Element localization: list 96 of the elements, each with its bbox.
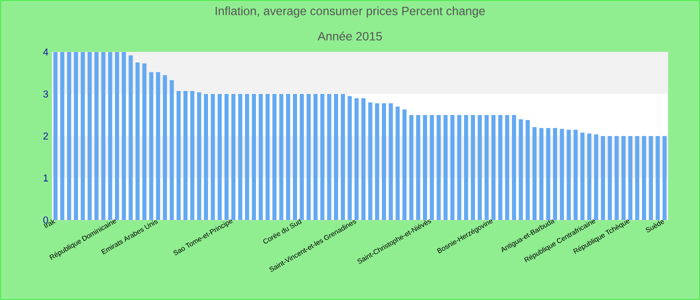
bar	[279, 94, 284, 220]
bar	[231, 94, 236, 220]
bar	[142, 63, 146, 220]
bar	[94, 52, 99, 220]
bar	[546, 128, 550, 220]
bar	[470, 115, 475, 220]
bar	[628, 136, 632, 220]
bar	[560, 128, 564, 220]
bar	[635, 136, 640, 220]
bar	[450, 115, 454, 220]
bar	[114, 52, 120, 220]
bar	[210, 94, 215, 220]
bar	[204, 94, 208, 220]
bar	[416, 115, 420, 220]
chart-subtitle: Année 2015	[318, 32, 382, 40]
bar	[354, 98, 359, 220]
bar	[580, 132, 584, 220]
bar	[320, 94, 324, 220]
bar	[648, 136, 653, 220]
bar	[600, 136, 606, 220]
bar	[238, 94, 242, 220]
bar	[444, 115, 448, 220]
bar	[101, 52, 106, 220]
bar	[170, 80, 174, 220]
bar	[176, 91, 181, 220]
chart-title: Inflation, average consumer prices Percent change	[216, 6, 485, 18]
bar	[402, 110, 407, 220]
bar	[512, 115, 516, 220]
bar	[306, 94, 311, 220]
bar	[197, 92, 202, 220]
bar	[526, 120, 530, 220]
bar	[608, 136, 612, 220]
bar	[258, 94, 263, 220]
bar	[128, 55, 133, 220]
y-tick-label: 1	[44, 174, 48, 182]
bar	[642, 136, 646, 220]
bar	[518, 119, 523, 220]
bar	[218, 94, 222, 220]
bar	[614, 136, 619, 220]
bar	[108, 52, 112, 220]
bar	[252, 94, 256, 220]
y-tick-label: 2	[43, 132, 48, 140]
bar	[505, 115, 510, 220]
bar	[190, 91, 194, 220]
bar	[361, 98, 366, 220]
bar	[340, 94, 345, 220]
bar	[478, 115, 482, 220]
bar	[621, 136, 626, 220]
bar	[368, 102, 372, 220]
bar	[491, 115, 496, 220]
bar	[532, 127, 537, 220]
y-tick-label: 3	[43, 90, 48, 98]
bar	[53, 52, 58, 220]
bar	[334, 94, 338, 220]
bar	[300, 94, 304, 220]
bar	[422, 115, 428, 220]
bar	[183, 91, 188, 220]
bar	[484, 115, 489, 220]
bar	[430, 115, 434, 220]
bar	[382, 103, 386, 220]
bar	[464, 115, 468, 220]
bar	[457, 115, 462, 220]
bar	[60, 52, 64, 220]
bar	[436, 115, 441, 220]
bar	[80, 52, 85, 220]
bar	[74, 52, 78, 220]
bar	[122, 52, 126, 220]
bar	[656, 136, 660, 220]
bar	[396, 106, 400, 220]
bar	[313, 94, 318, 220]
bar	[224, 94, 229, 220]
bar	[553, 128, 558, 220]
bar	[498, 115, 502, 220]
bar	[539, 128, 544, 220]
bar	[375, 103, 380, 220]
bar	[136, 62, 140, 220]
y-tick-label: 4	[43, 48, 48, 56]
bar	[245, 94, 250, 220]
bar	[149, 72, 154, 220]
bar	[587, 133, 592, 220]
bar	[67, 52, 72, 220]
bar	[286, 94, 290, 220]
bar	[566, 130, 571, 220]
bar	[327, 94, 332, 220]
bar	[272, 94, 276, 220]
bar	[574, 130, 578, 220]
bar	[292, 94, 298, 220]
bar	[88, 52, 92, 220]
bar	[594, 134, 598, 220]
bar	[662, 136, 667, 220]
bar	[348, 96, 352, 220]
bar	[388, 103, 393, 220]
bar	[156, 72, 160, 220]
bar	[266, 94, 270, 220]
bar	[162, 75, 167, 220]
bar	[409, 115, 414, 220]
